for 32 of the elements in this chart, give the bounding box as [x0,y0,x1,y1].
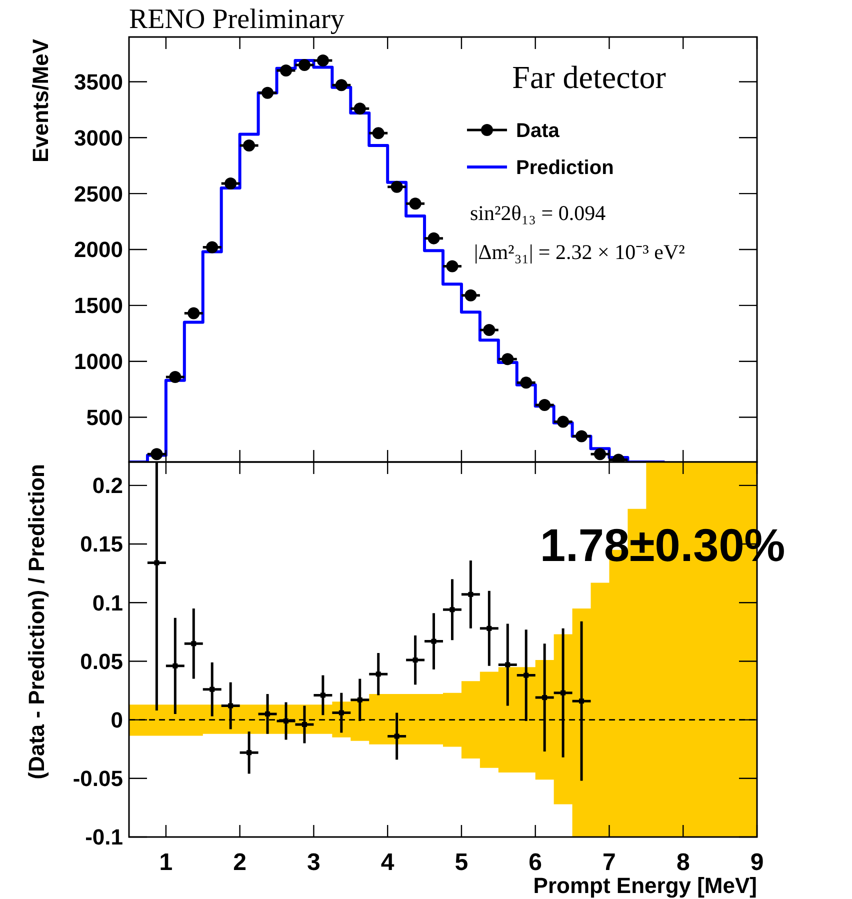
y-tick-label: 2000 [74,237,123,262]
y-tick-label: 0 [110,708,123,733]
annotation: sin²2θ₁₃ = 0.094 [470,201,606,225]
x-tick-label: 1 [159,849,173,876]
y-tick-label: 2500 [74,181,123,206]
y-tick-label: 500 [86,404,123,430]
x-tick-label: 8 [676,849,690,876]
x-axis-title: Prompt Energy [MeV] [533,873,757,898]
y-tick-label: -0.1 [85,824,123,850]
y-tick-label: 0.05 [80,648,123,674]
y-tick-label: 1500 [74,293,123,318]
x-tick-label: 9 [750,849,764,876]
legend-label: Prediction [516,157,614,179]
x-tick-label: 4 [380,849,395,876]
annotation: |Δm²₃₁| = 2.32 × 10⁻³ eV² [474,240,685,264]
y-tick-label: 0.15 [80,532,123,557]
y-axis-title: (Data - Prediction) / Prediction [24,464,49,780]
legend-label: Data [516,120,560,142]
y-axis-title: Events/MeV [28,38,53,162]
y-tick-label: 3000 [74,125,123,150]
annotation: Far detector [512,59,666,95]
y-tick-label: 0.1 [92,590,123,616]
x-tick-label: 5 [454,849,468,876]
chart-title: RENO Preliminary [129,4,344,35]
y-tick-label: 0.2 [92,473,123,498]
x-tick-label: 7 [602,849,616,876]
y-tick-label: 3500 [74,69,123,94]
y-tick-label: 1000 [74,349,123,374]
x-tick-label: 3 [307,849,320,876]
y-tick-label: -0.05 [72,766,123,792]
x-tick-label: 2 [233,849,247,876]
x-tick-label: 6 [528,849,542,876]
